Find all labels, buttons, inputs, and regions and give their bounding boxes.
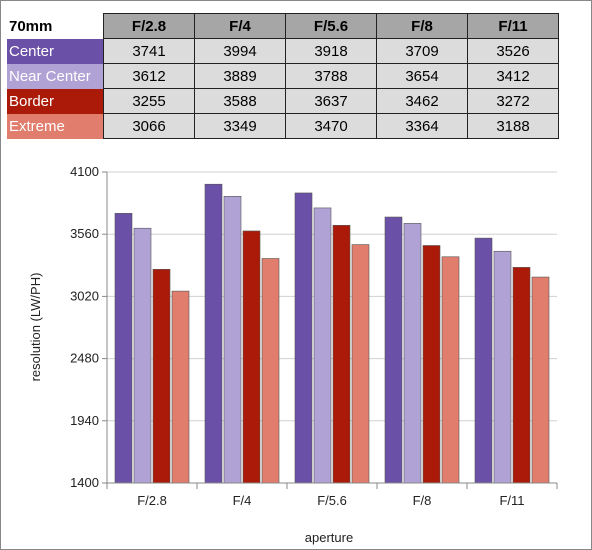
bar [294,192,313,484]
table-row: Center 3741 3994 3918 3709 3526 [7,38,559,64]
bar [403,223,422,484]
bar [493,250,512,484]
x-tick-label: F/2.8 [137,493,167,508]
table-cell: 3462 [376,88,468,114]
column-header: F/11 [467,13,559,39]
table-cell: 3741 [103,38,195,64]
x-tick-label: F/4 [233,493,252,508]
x-tick-label: F/11 [499,493,524,508]
table-cell: 3255 [103,88,195,114]
x-tick-label: F/8 [413,493,432,508]
bar [313,207,332,484]
row-label-center: Center [7,38,104,64]
table-cell: 3637 [285,88,377,114]
bars [114,183,550,484]
table-cell: 3612 [103,63,195,89]
bar [171,290,190,484]
bar [223,196,242,484]
bar [152,269,171,484]
bar [512,267,531,484]
table-row: Near Center 3612 3889 3788 3654 3412 [7,63,559,89]
bar [351,244,370,484]
y-tick-label: 1940 [70,413,99,428]
table-cell: 3889 [194,63,286,89]
axes [106,172,558,489]
bar [531,276,550,484]
table-cell: 3272 [467,88,559,114]
table-cell: 3470 [285,113,377,139]
table-row: Extreme 3066 3349 3470 3364 3188 [7,113,559,139]
bar [114,213,133,484]
bar [384,216,403,484]
y-tick-label: 2480 [70,351,99,366]
y-tick-label: 3560 [70,226,99,241]
row-label-extreme: Extreme [7,113,104,139]
row-label-border: Border [7,88,104,114]
y-tick-labels: 1400 1940 2480 3020 3560 4100 [70,164,99,490]
bar [242,230,261,484]
bar [332,225,351,484]
y-axis-label: resolution (LW/PH) [28,273,43,382]
x-tick-labels: F/2.8 F/4 F/5.6 F/8 F/11 [137,493,524,508]
table-cell: 3588 [194,88,286,114]
table-cell: 3526 [467,38,559,64]
y-tick-label: 4100 [70,164,99,179]
bar [422,245,441,484]
bar [474,237,493,484]
resolution-table: 70mm F/2.8 F/4 F/5.6 F/8 F/11 Center 374… [7,13,559,139]
table-row: Border 3255 3588 3637 3462 3272 [7,88,559,114]
x-axis-label: aperture [305,530,353,545]
bar [133,227,152,484]
column-header: F/5.6 [285,13,377,39]
column-header: F/2.8 [103,13,195,39]
x-tick-label: F/5.6 [317,493,347,508]
y-tick-label: 1400 [70,475,99,490]
table-cell: 3349 [194,113,286,139]
table-cell: 3066 [103,113,195,139]
table-cell: 3788 [285,63,377,89]
table-title: 70mm [9,17,53,35]
table-cell: 3654 [376,63,468,89]
table-cell: 3412 [467,63,559,89]
table-cell: 3188 [467,113,559,139]
table-cell: 3364 [376,113,468,139]
row-label-near-center: Near Center [7,63,104,89]
bar [441,256,460,484]
column-header: F/4 [194,13,286,39]
bar [261,258,280,484]
y-tick-label: 3020 [70,288,99,303]
table-cell: 3709 [376,38,468,64]
table-cell: 3918 [285,38,377,64]
bar [204,183,223,484]
column-header: F/8 [376,13,468,39]
table-header-row: 70mm F/2.8 F/4 F/5.6 F/8 F/11 [7,13,559,39]
table-cell: 3994 [194,38,286,64]
